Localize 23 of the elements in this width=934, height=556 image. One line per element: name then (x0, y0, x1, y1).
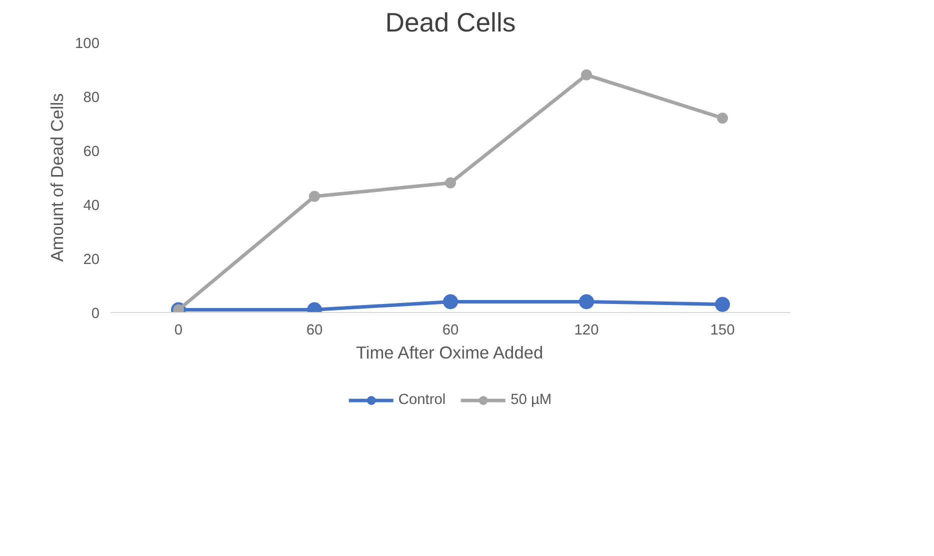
x-axis-title: Time After Oxime Added (356, 342, 544, 362)
x-tick-label: 60 (306, 322, 323, 338)
legend-label: Control (398, 392, 446, 408)
point (581, 69, 592, 80)
y-axis-title: Amount of Dead Cells (47, 92, 68, 262)
chart-title: Dead Cells (385, 8, 516, 38)
y-tick-label: 60 (83, 144, 100, 160)
y-tick-label: 80 (83, 90, 100, 106)
y-tick-label: 40 (83, 198, 100, 214)
x-tick-label: 0 (174, 322, 183, 338)
y-tick-label: 20 (83, 252, 100, 268)
point (445, 177, 456, 188)
x-tick-label: 150 (710, 322, 735, 338)
legend-label: 50 µM (510, 392, 552, 408)
point (309, 190, 320, 202)
point (579, 294, 594, 310)
x-tick-label: 120 (574, 322, 599, 338)
y-tick-label: 0 (91, 306, 100, 322)
point (443, 294, 458, 310)
x-tick-label: 60 (442, 322, 459, 338)
y-tick-label: 100 (75, 36, 100, 52)
point (717, 112, 728, 124)
point (715, 296, 730, 312)
